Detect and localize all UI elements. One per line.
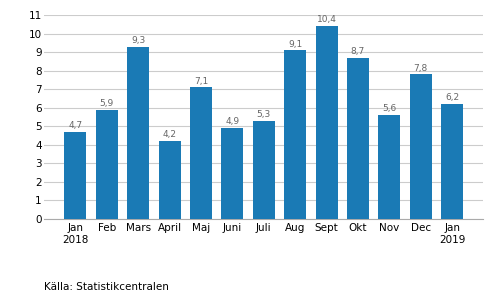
Text: 5,3: 5,3 [257,110,271,119]
Text: 4,9: 4,9 [225,117,240,126]
Text: 9,1: 9,1 [288,40,302,49]
Text: 4,7: 4,7 [68,121,82,130]
Bar [379,115,400,219]
Bar [221,128,244,219]
Bar [190,88,212,219]
Bar [441,104,463,219]
Bar [347,58,369,219]
Bar [64,132,86,219]
Text: 10,4: 10,4 [317,16,337,24]
Bar [316,26,338,219]
Bar [253,121,275,219]
Text: 9,3: 9,3 [131,36,145,45]
Text: 5,9: 5,9 [100,99,114,108]
Bar [410,74,432,219]
Bar [284,50,306,219]
Text: 4,2: 4,2 [163,130,176,139]
Bar [159,141,180,219]
Text: 8,7: 8,7 [351,47,365,56]
Text: 7,1: 7,1 [194,77,208,85]
Bar [127,47,149,219]
Text: 5,6: 5,6 [382,104,396,113]
Text: 7,8: 7,8 [414,64,428,73]
Bar [96,110,118,219]
Text: 6,2: 6,2 [445,93,459,102]
Text: Källa: Statistikcentralen: Källa: Statistikcentralen [44,282,169,292]
